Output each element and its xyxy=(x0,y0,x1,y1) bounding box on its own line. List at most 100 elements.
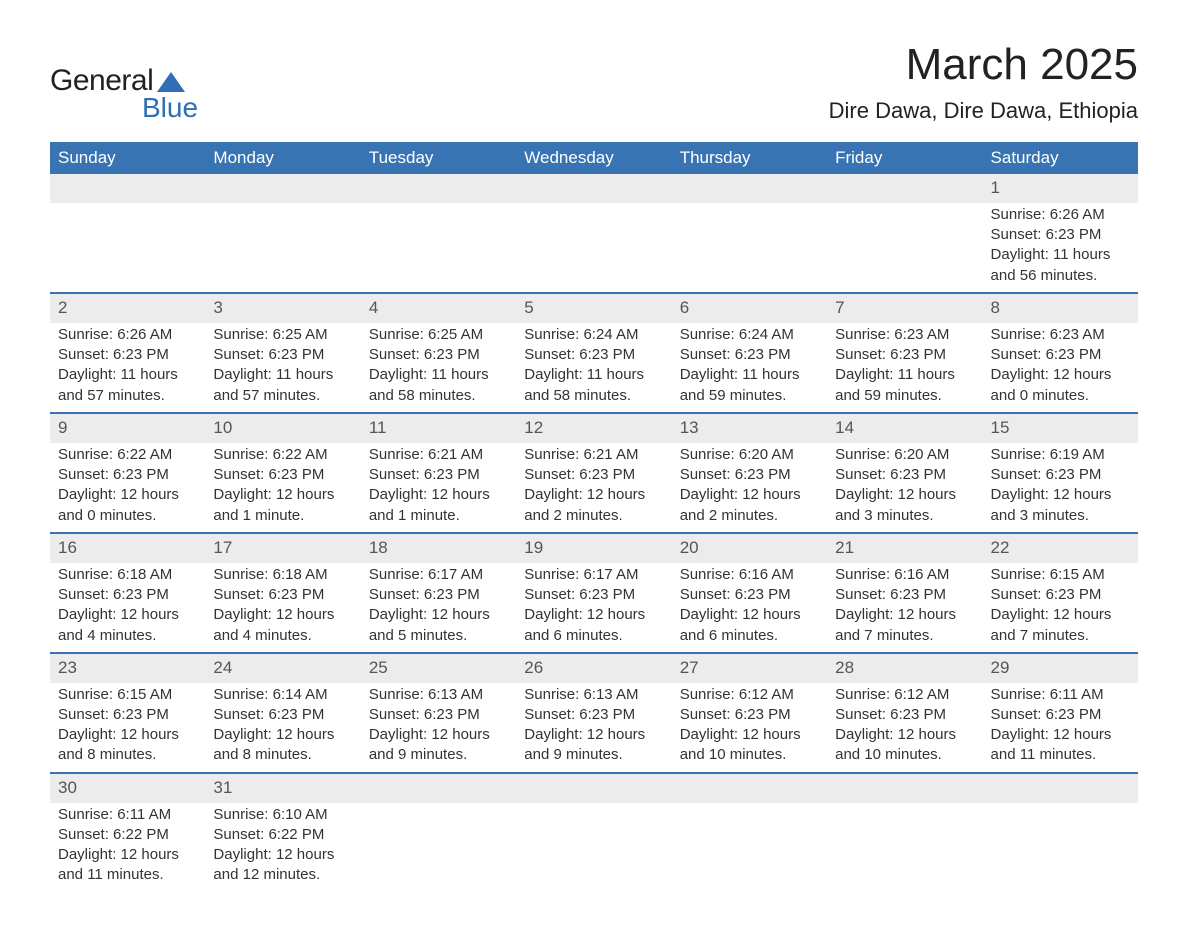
day-number-cell: 27 xyxy=(672,653,827,683)
day-detail-cell: Sunrise: 6:18 AMSunset: 6:23 PMDaylight:… xyxy=(50,563,205,653)
sunrise-text: Sunrise: 6:17 AM xyxy=(369,565,508,585)
day-number-cell xyxy=(983,773,1138,803)
daylight-text: Daylight: 11 hours and 59 minutes. xyxy=(835,365,974,406)
daylight-text: Daylight: 12 hours and 12 minutes. xyxy=(213,845,352,886)
weekday-header: Sunday xyxy=(50,142,205,174)
day-number-cell: 22 xyxy=(983,533,1138,563)
daylight-text: Daylight: 12 hours and 1 minute. xyxy=(213,485,352,526)
day-detail-cell: Sunrise: 6:10 AMSunset: 6:22 PMDaylight:… xyxy=(205,803,360,892)
day-number-cell: 8 xyxy=(983,293,1138,323)
day-number-cell: 30 xyxy=(50,773,205,803)
day-number-cell: 18 xyxy=(361,533,516,563)
day-number-row: 3031 xyxy=(50,773,1138,803)
weekday-header-row: SundayMondayTuesdayWednesdayThursdayFrid… xyxy=(50,142,1138,174)
weekday-header: Saturday xyxy=(983,142,1138,174)
day-detail-cell: Sunrise: 6:21 AMSunset: 6:23 PMDaylight:… xyxy=(516,443,671,533)
day-number-cell xyxy=(672,773,827,803)
daylight-text: Daylight: 12 hours and 4 minutes. xyxy=(58,605,197,646)
day-detail-cell xyxy=(827,203,982,293)
header: General Blue March 2025 Dire Dawa, Dire … xyxy=(50,40,1138,124)
day-detail-cell xyxy=(361,203,516,293)
sunrise-text: Sunrise: 6:23 AM xyxy=(835,325,974,345)
day-number-cell: 9 xyxy=(50,413,205,443)
day-number-row: 9101112131415 xyxy=(50,413,1138,443)
sunrise-text: Sunrise: 6:26 AM xyxy=(58,325,197,345)
day-number-cell: 14 xyxy=(827,413,982,443)
sunset-text: Sunset: 6:23 PM xyxy=(991,465,1130,485)
day-number-cell: 24 xyxy=(205,653,360,683)
sunset-text: Sunset: 6:23 PM xyxy=(369,465,508,485)
sunset-text: Sunset: 6:23 PM xyxy=(991,705,1130,725)
sunrise-text: Sunrise: 6:25 AM xyxy=(213,325,352,345)
sunset-text: Sunset: 6:23 PM xyxy=(524,345,663,365)
day-detail-cell xyxy=(672,203,827,293)
calendar-body: 1 Sunrise: 6:26 AMSunset: 6:23 PMDayligh… xyxy=(50,174,1138,892)
day-detail-cell: Sunrise: 6:12 AMSunset: 6:23 PMDaylight:… xyxy=(672,683,827,773)
daylight-text: Daylight: 12 hours and 0 minutes. xyxy=(991,365,1130,406)
day-detail-cell: Sunrise: 6:20 AMSunset: 6:23 PMDaylight:… xyxy=(827,443,982,533)
daylight-text: Daylight: 12 hours and 3 minutes. xyxy=(991,485,1130,526)
day-number-cell: 6 xyxy=(672,293,827,323)
day-detail-cell: Sunrise: 6:25 AMSunset: 6:23 PMDaylight:… xyxy=(205,323,360,413)
day-detail-cell: Sunrise: 6:18 AMSunset: 6:23 PMDaylight:… xyxy=(205,563,360,653)
day-detail-cell: Sunrise: 6:13 AMSunset: 6:23 PMDaylight:… xyxy=(516,683,671,773)
day-detail-cell: Sunrise: 6:25 AMSunset: 6:23 PMDaylight:… xyxy=(361,323,516,413)
sunset-text: Sunset: 6:23 PM xyxy=(991,225,1130,245)
day-number-cell: 11 xyxy=(361,413,516,443)
day-number-cell: 10 xyxy=(205,413,360,443)
day-detail-row: Sunrise: 6:22 AMSunset: 6:23 PMDaylight:… xyxy=(50,443,1138,533)
day-detail-cell: Sunrise: 6:20 AMSunset: 6:23 PMDaylight:… xyxy=(672,443,827,533)
day-number-cell xyxy=(827,773,982,803)
daylight-text: Daylight: 12 hours and 9 minutes. xyxy=(524,725,663,766)
day-number-cell: 4 xyxy=(361,293,516,323)
day-detail-cell xyxy=(50,203,205,293)
day-number-cell: 20 xyxy=(672,533,827,563)
weekday-header: Thursday xyxy=(672,142,827,174)
day-number-cell xyxy=(516,174,671,203)
day-detail-cell xyxy=(516,803,671,892)
day-detail-cell: Sunrise: 6:11 AMSunset: 6:22 PMDaylight:… xyxy=(50,803,205,892)
daylight-text: Daylight: 11 hours and 57 minutes. xyxy=(213,365,352,406)
weekday-header: Monday xyxy=(205,142,360,174)
day-number-cell xyxy=(827,174,982,203)
day-number-row: 16171819202122 xyxy=(50,533,1138,563)
day-detail-cell: Sunrise: 6:23 AMSunset: 6:23 PMDaylight:… xyxy=(983,323,1138,413)
day-number-cell: 19 xyxy=(516,533,671,563)
day-detail-cell: Sunrise: 6:24 AMSunset: 6:23 PMDaylight:… xyxy=(672,323,827,413)
day-number-cell: 12 xyxy=(516,413,671,443)
daylight-text: Daylight: 12 hours and 2 minutes. xyxy=(524,485,663,526)
sunset-text: Sunset: 6:23 PM xyxy=(680,465,819,485)
daylight-text: Daylight: 12 hours and 7 minutes. xyxy=(835,605,974,646)
day-detail-cell: Sunrise: 6:12 AMSunset: 6:23 PMDaylight:… xyxy=(827,683,982,773)
sunset-text: Sunset: 6:23 PM xyxy=(369,705,508,725)
day-detail-cell xyxy=(983,803,1138,892)
weekday-header: Tuesday xyxy=(361,142,516,174)
sunset-text: Sunset: 6:23 PM xyxy=(213,705,352,725)
sunset-text: Sunset: 6:23 PM xyxy=(680,585,819,605)
sunrise-text: Sunrise: 6:20 AM xyxy=(835,445,974,465)
sunrise-text: Sunrise: 6:12 AM xyxy=(680,685,819,705)
sunrise-text: Sunrise: 6:19 AM xyxy=(991,445,1130,465)
day-detail-cell: Sunrise: 6:16 AMSunset: 6:23 PMDaylight:… xyxy=(672,563,827,653)
sunrise-text: Sunrise: 6:13 AM xyxy=(369,685,508,705)
sunset-text: Sunset: 6:23 PM xyxy=(213,585,352,605)
sunrise-text: Sunrise: 6:23 AM xyxy=(991,325,1130,345)
day-detail-cell: Sunrise: 6:17 AMSunset: 6:23 PMDaylight:… xyxy=(516,563,671,653)
daylight-text: Daylight: 12 hours and 10 minutes. xyxy=(680,725,819,766)
day-detail-cell: Sunrise: 6:15 AMSunset: 6:23 PMDaylight:… xyxy=(50,683,205,773)
daylight-text: Daylight: 12 hours and 6 minutes. xyxy=(524,605,663,646)
sunset-text: Sunset: 6:23 PM xyxy=(835,585,974,605)
daylight-text: Daylight: 12 hours and 9 minutes. xyxy=(369,725,508,766)
logo-text-general: General xyxy=(50,64,153,98)
sunset-text: Sunset: 6:23 PM xyxy=(991,585,1130,605)
sunset-text: Sunset: 6:23 PM xyxy=(58,345,197,365)
daylight-text: Daylight: 12 hours and 8 minutes. xyxy=(58,725,197,766)
sunrise-text: Sunrise: 6:15 AM xyxy=(58,685,197,705)
day-number-cell: 21 xyxy=(827,533,982,563)
day-detail-cell xyxy=(516,203,671,293)
sunset-text: Sunset: 6:23 PM xyxy=(213,345,352,365)
sunset-text: Sunset: 6:23 PM xyxy=(835,465,974,485)
day-number-cell: 3 xyxy=(205,293,360,323)
day-detail-cell: Sunrise: 6:14 AMSunset: 6:23 PMDaylight:… xyxy=(205,683,360,773)
day-detail-cell: Sunrise: 6:26 AMSunset: 6:23 PMDaylight:… xyxy=(983,203,1138,293)
